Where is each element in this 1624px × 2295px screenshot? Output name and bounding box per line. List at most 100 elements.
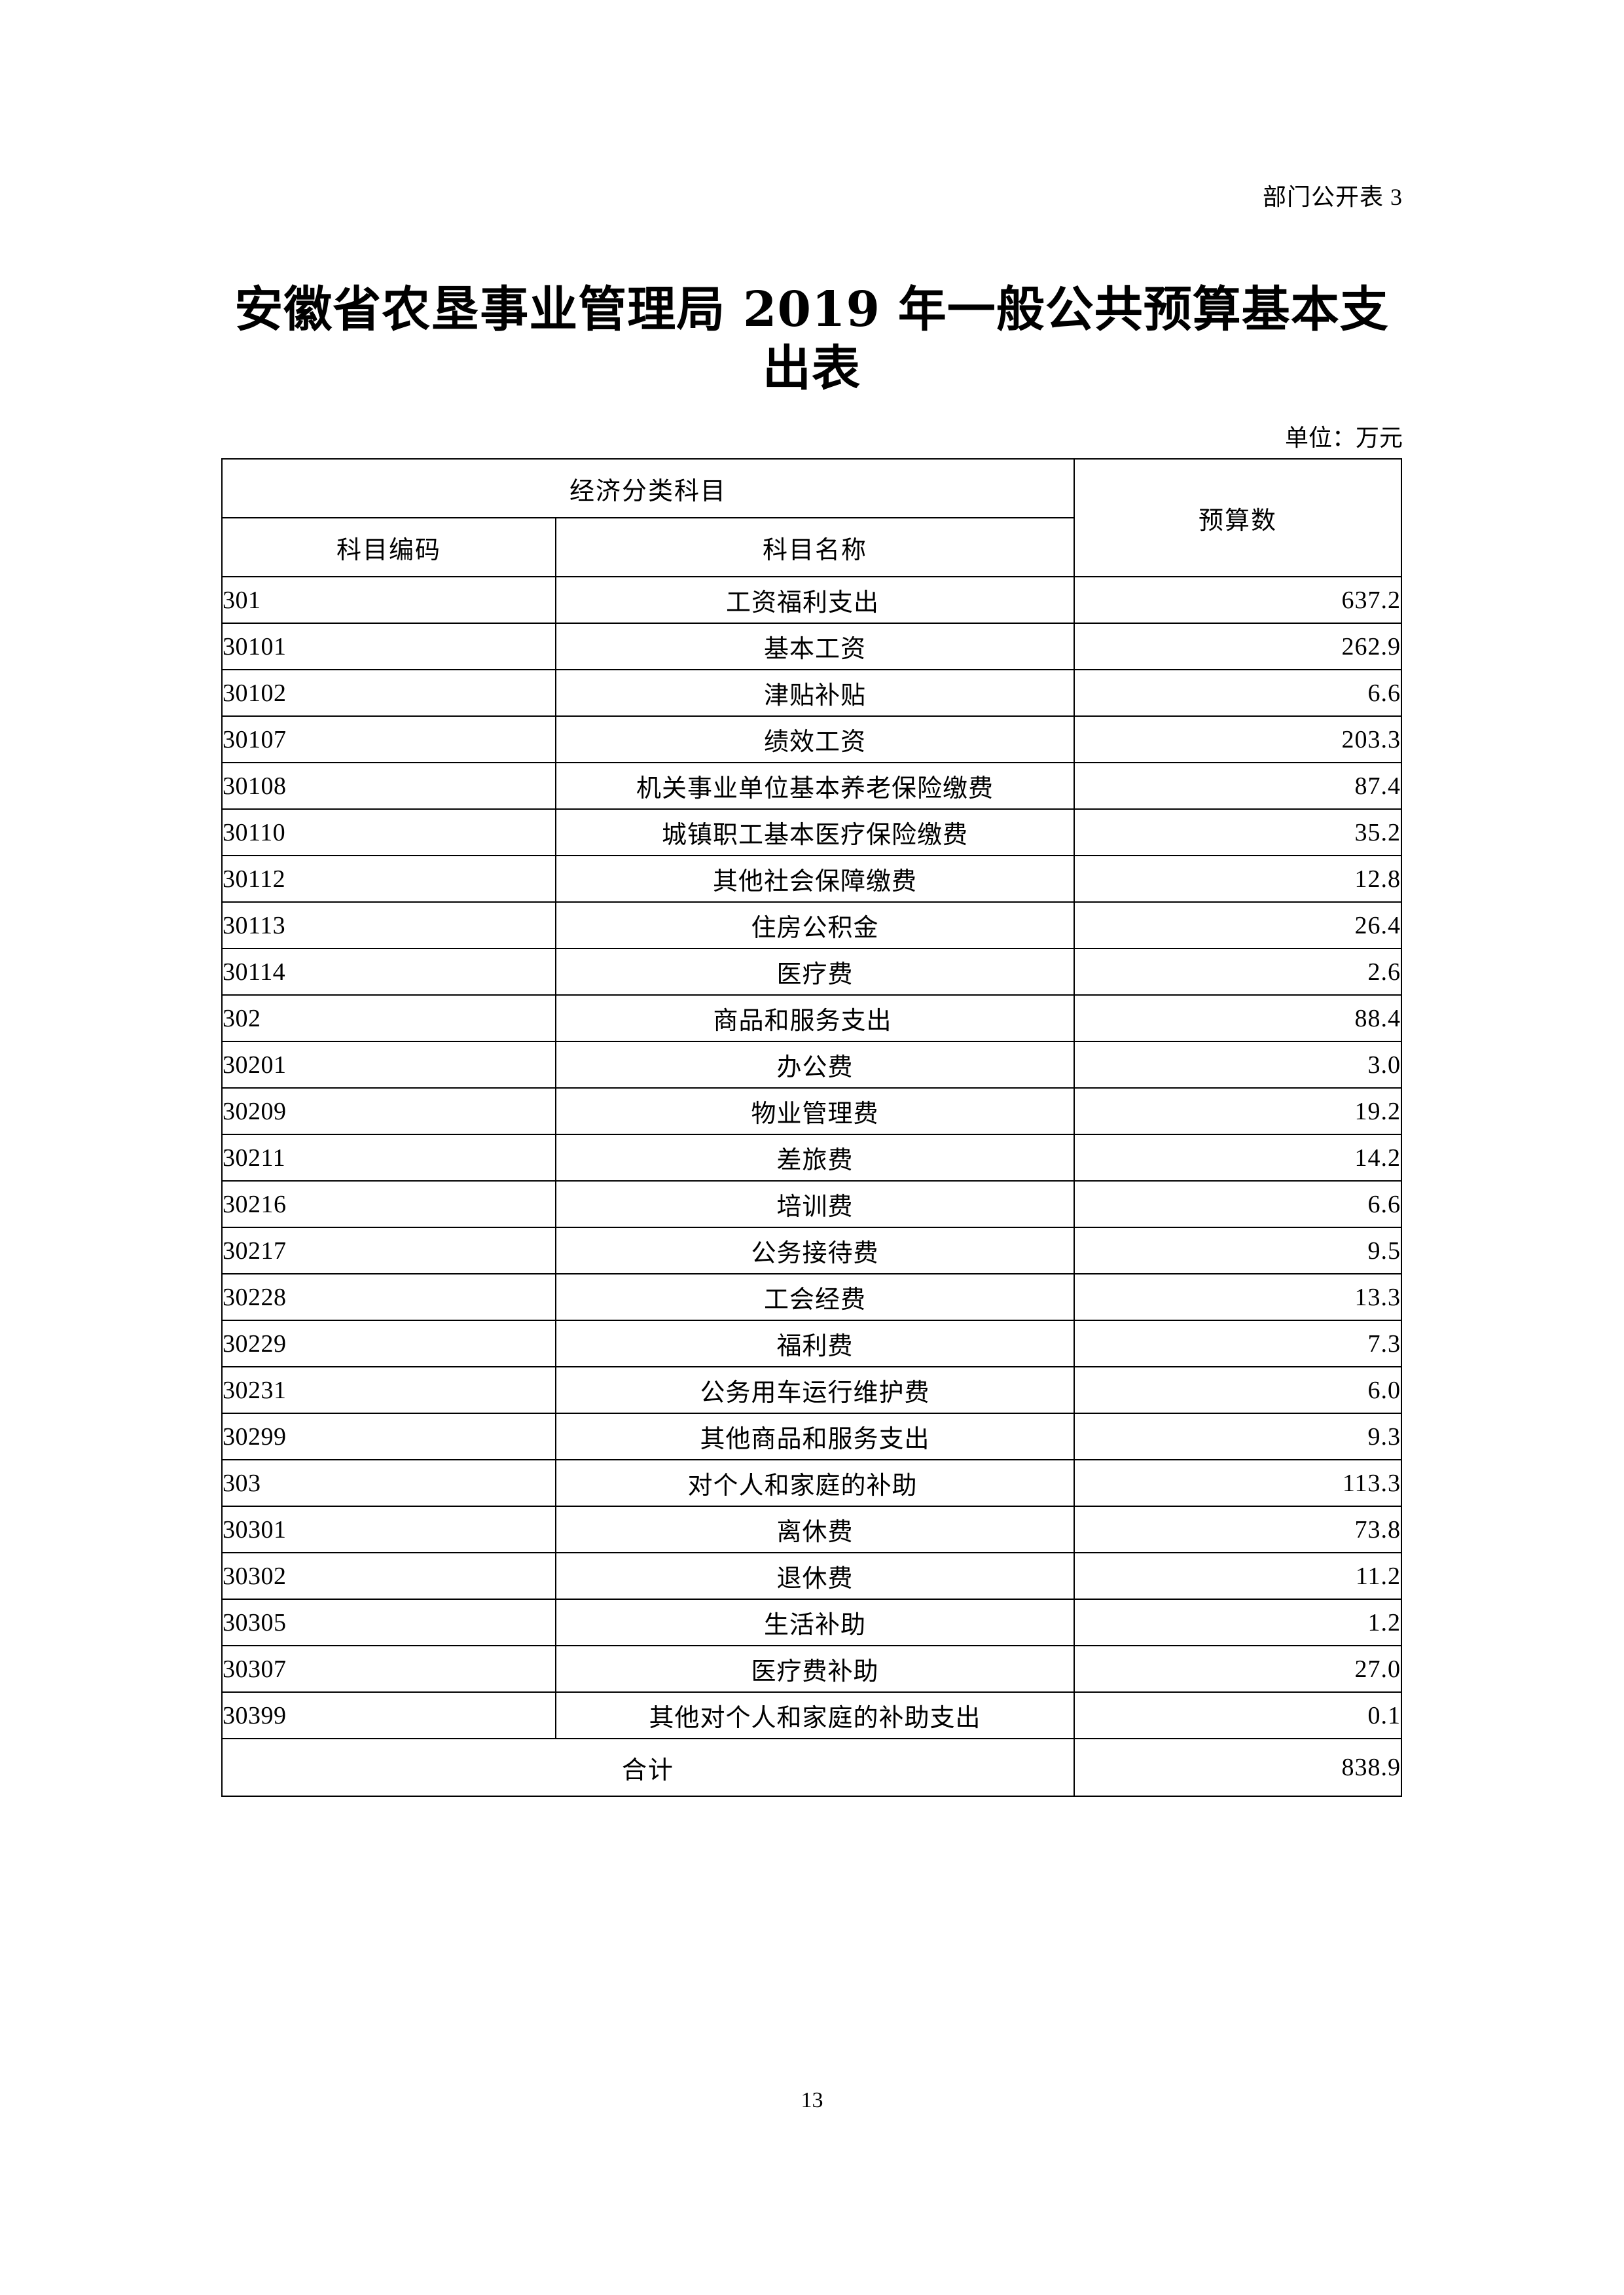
cell-subject-code: 30101 (221, 623, 556, 670)
cell-budget-amount: 87.4 (1074, 762, 1403, 810)
cell-subject-name: 基本工资 (554, 623, 1075, 670)
table-row: 30299 其他商品和服务支出 9.3 (221, 1413, 1403, 1460)
cell-subject-code: 30299 (221, 1413, 556, 1460)
cell-subject-code: 30231 (221, 1366, 556, 1414)
cell-subject-code: 30107 (221, 715, 556, 763)
table-total-row: 合计 838.9 (221, 1738, 1403, 1797)
table-row: 30399 其他对个人和家庭的补助支出 0.1 (221, 1691, 1403, 1739)
table-header: 经济分类科目 预算数 科目编码 科目名称 (221, 458, 1403, 577)
table-row: 30209 物业管理费 19.2 (221, 1087, 1403, 1135)
cell-subject-code: 30112 (221, 855, 556, 903)
table-header-row-sub: 科目编码 科目名称 (221, 517, 1401, 577)
cell-subject-code: 30102 (221, 669, 556, 717)
cell-subject-code: 30305 (221, 1599, 556, 1646)
cell-budget-amount: 6.0 (1074, 1366, 1403, 1414)
cell-budget-amount: 14.2 (1074, 1134, 1403, 1182)
table-row: 30114 医疗费 2.6 (221, 948, 1403, 996)
cell-subject-name: 其他对个人和家庭的补助支出 (554, 1691, 1075, 1739)
cell-subject-name: 工会经费 (554, 1273, 1075, 1321)
cell-subject-name: 其他社会保障缴费 (554, 855, 1075, 903)
column-header-group-economic-category: 经济分类科目 (221, 458, 1075, 518)
cell-subject-code: 301 (221, 576, 556, 624)
table-row: 302 商品和服务支出 88.4 (221, 994, 1403, 1042)
cell-subject-name: 城镇职工基本医疗保险缴费 (554, 808, 1075, 856)
cell-subject-code: 30201 (221, 1041, 556, 1089)
table-row: 30108 机关事业单位基本养老保险缴费 87.4 (221, 762, 1403, 810)
table-row: 30301 离休费 73.8 (221, 1506, 1403, 1553)
cell-budget-amount: 203.3 (1074, 715, 1403, 763)
cell-budget-amount: 27.0 (1074, 1645, 1403, 1693)
cell-subject-name: 退休费 (554, 1552, 1075, 1600)
cell-budget-amount: 26.4 (1074, 901, 1403, 949)
table-row: 30112 其他社会保障缴费 12.8 (221, 855, 1403, 903)
cell-subject-name: 机关事业单位基本养老保险缴费 (554, 762, 1075, 810)
cell-subject-name: 培训费 (554, 1180, 1075, 1228)
cell-subject-code: 303 (221, 1459, 556, 1507)
cell-budget-amount: 9.3 (1074, 1413, 1403, 1460)
table-body: 301 工资福利支出 637.2 30101 基本工资 262.9 30102 津贴补贴 6.6… (221, 576, 1403, 1797)
cell-subject-name: 住房公积金 (554, 901, 1075, 949)
cell-budget-amount: 73.8 (1074, 1506, 1403, 1553)
table-row: 30302 退休费 11.2 (221, 1552, 1403, 1600)
cell-subject-code: 30110 (221, 808, 556, 856)
cell-subject-code: 30108 (221, 762, 556, 810)
cell-subject-name: 医疗费补助 (554, 1645, 1075, 1693)
cell-subject-code: 30307 (221, 1645, 556, 1693)
budget-table-container: 经济分类科目 预算数 科目编码 科目名称 301 工资福利支出 637.2 30101… (221, 458, 1403, 1797)
table-row: 30101 基本工资 262.9 (221, 623, 1403, 670)
page-title: 安徽省农垦事业管理局 2019 年一般公共预算基本支出表 (234, 281, 1389, 397)
cell-budget-amount: 13.3 (1074, 1273, 1403, 1321)
cell-budget-amount: 35.2 (1074, 808, 1403, 856)
cell-subject-name: 办公费 (554, 1041, 1075, 1089)
cell-subject-code: 30229 (221, 1320, 556, 1367)
table-row: 30102 津贴补贴 6.6 (221, 669, 1403, 717)
cell-subject-code: 30211 (221, 1134, 556, 1182)
cell-budget-amount: 6.6 (1074, 669, 1403, 717)
cell-budget-amount: 637.2 (1074, 576, 1403, 624)
column-header-subject-code: 科目编码 (221, 517, 556, 577)
cell-budget-amount: 2.6 (1074, 948, 1403, 996)
cell-budget-amount: 12.8 (1074, 855, 1403, 903)
cell-subject-name: 津贴补贴 (554, 669, 1075, 717)
cell-budget-amount: 0.1 (1074, 1691, 1403, 1739)
cell-subject-code: 30301 (221, 1506, 556, 1553)
cell-budget-amount: 19.2 (1074, 1087, 1403, 1135)
cell-total-label: 合计 (221, 1738, 1075, 1797)
cell-subject-name: 差旅费 (554, 1134, 1075, 1182)
cell-subject-name: 福利费 (554, 1320, 1075, 1367)
unit-note: 单位：万元 (1284, 425, 1403, 451)
cell-subject-code: 30217 (221, 1227, 556, 1274)
cell-total-amount: 838.9 (1074, 1738, 1403, 1797)
cell-budget-amount: 6.6 (1074, 1180, 1403, 1228)
cell-budget-amount: 7.3 (1074, 1320, 1403, 1367)
cell-subject-name: 公务用车运行维护费 (554, 1366, 1075, 1414)
table-row: 30231 公务用车运行维护费 6.0 (221, 1366, 1403, 1414)
cell-subject-code: 30228 (221, 1273, 556, 1321)
budget-table: 经济分类科目 预算数 科目编码 科目名称 301 工资福利支出 637.2 30101… (221, 458, 1403, 1797)
cell-subject-code: 302 (221, 994, 556, 1042)
page-number: 13 (801, 2088, 823, 2112)
cell-budget-amount: 113.3 (1074, 1459, 1403, 1507)
table-header-row-group: 经济分类科目 预算数 (221, 458, 1403, 577)
column-header-budget-amount: 预算数 (1074, 458, 1403, 577)
table-row: 301 工资福利支出 637.2 (221, 576, 1403, 624)
cell-subject-code: 30209 (221, 1087, 556, 1135)
table-row: 30228 工会经费 13.3 (221, 1273, 1403, 1321)
table-row: 30307 医疗费补助 27.0 (221, 1645, 1403, 1693)
cell-subject-code: 30302 (221, 1552, 556, 1600)
cell-budget-amount: 262.9 (1074, 623, 1403, 670)
form-slug: 部门公开表 3 (1262, 184, 1403, 210)
cell-subject-name: 离休费 (554, 1506, 1075, 1553)
table-row: 30107 绩效工资 203.3 (221, 715, 1403, 763)
cell-subject-name: 医疗费 (554, 948, 1075, 996)
cell-budget-amount: 1.2 (1074, 1599, 1403, 1646)
cell-subject-code: 30113 (221, 901, 556, 949)
cell-subject-name: 对个人和家庭的补助 (554, 1459, 1075, 1507)
cell-subject-name: 商品和服务支出 (554, 994, 1075, 1042)
cell-subject-name: 物业管理费 (554, 1087, 1075, 1135)
cell-subject-name: 生活补助 (554, 1599, 1075, 1646)
table-row: 30217 公务接待费 9.5 (221, 1227, 1403, 1274)
cell-subject-code: 30399 (221, 1691, 556, 1739)
cell-subject-code: 30114 (221, 948, 556, 996)
